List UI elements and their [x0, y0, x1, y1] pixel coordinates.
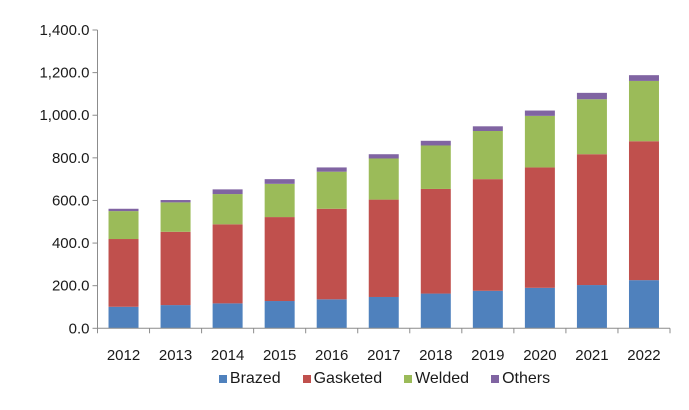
- x-tick-label: 2014: [211, 347, 244, 364]
- bar-gasketed-2013: [160, 231, 191, 306]
- bar-welded-2014: [212, 194, 243, 225]
- legend-swatch-others: [491, 375, 500, 383]
- bar-gasketed-2022: [628, 141, 659, 281]
- x-tick-label: 2015: [263, 347, 296, 364]
- legend-label-brazed: Brazed: [229, 370, 281, 387]
- legend-item-brazed: Brazed: [218, 370, 281, 388]
- legend-label-welded: Welded: [415, 370, 470, 387]
- bar-brazed-2019: [472, 290, 503, 329]
- bar-gasketed-2020: [524, 167, 555, 288]
- bar-others-2019: [472, 126, 503, 131]
- y-tick-label: 800.0: [52, 150, 90, 167]
- bar-gasketed-2019: [472, 179, 503, 291]
- legend-label-others: Others: [502, 370, 551, 387]
- y-tick-label: 200.0: [52, 278, 90, 295]
- bar-welded-2020: [524, 115, 555, 168]
- legend-item-gasketed: Gasketed: [302, 370, 383, 388]
- legend-swatch-welded: [404, 375, 413, 383]
- x-tick-label: 2013: [159, 347, 192, 364]
- bar-brazed-2015: [264, 301, 295, 329]
- bar-others-2017: [368, 154, 399, 159]
- y-tick-label: 0.0: [69, 320, 90, 337]
- bar-others-2021: [576, 92, 607, 100]
- bar-welded-2018: [420, 145, 451, 189]
- bar-welded-2016: [316, 171, 347, 209]
- bar-others-2020: [524, 110, 555, 116]
- bar-gasketed-2014: [212, 224, 243, 304]
- x-tick-label: 2020: [523, 347, 556, 364]
- legend-swatch-brazed: [218, 375, 227, 383]
- bar-welded-2022: [628, 80, 659, 142]
- bar-brazed-2014: [212, 303, 243, 329]
- bar-gasketed-2017: [368, 199, 399, 297]
- bar-others-2012: [108, 208, 139, 212]
- y-tick-label: 1,200.0: [39, 65, 89, 82]
- legend-item-others: Others: [491, 370, 550, 388]
- bar-brazed-2022: [628, 280, 659, 329]
- x-tick-label: 2016: [315, 347, 348, 364]
- legend-label-gasketed: Gasketed: [313, 370, 383, 387]
- bar-gasketed-2018: [420, 188, 451, 294]
- bar-others-2016: [316, 167, 347, 172]
- bar-brazed-2017: [368, 296, 399, 329]
- bar-gasketed-2016: [316, 208, 347, 300]
- y-tick-label: 1,000.0: [39, 107, 89, 124]
- bar-welded-2017: [368, 158, 399, 200]
- bar-brazed-2018: [420, 293, 451, 329]
- bar-welded-2015: [264, 183, 295, 218]
- y-tick-label: 400.0: [52, 235, 90, 252]
- x-tick-label: 2012: [107, 347, 140, 364]
- x-tick-label: 2017: [367, 347, 400, 364]
- x-tick-label: 2022: [627, 347, 660, 364]
- bar-others-2013: [160, 200, 191, 203]
- x-tick-label: 2018: [419, 347, 452, 364]
- bar-gasketed-2015: [264, 217, 295, 302]
- bar-others-2015: [264, 179, 295, 184]
- legend: Brazed Gasketed Welded Others: [0, 370, 689, 388]
- y-tick-label: 1,400.0: [39, 22, 89, 39]
- bar-brazed-2012: [108, 306, 139, 329]
- bar-others-2014: [212, 189, 243, 195]
- bar-gasketed-2012: [108, 239, 139, 307]
- bar-gasketed-2021: [576, 154, 607, 286]
- x-tick-label: 2019: [471, 347, 504, 364]
- legend-swatch-gasketed: [302, 375, 311, 383]
- bar-brazed-2013: [160, 305, 191, 329]
- bar-brazed-2020: [524, 287, 555, 329]
- y-tick-label: 600.0: [52, 192, 90, 209]
- bar-others-2018: [420, 140, 451, 146]
- legend-item-welded: Welded: [404, 370, 469, 388]
- stacked-bar-chart: 2012 2013 2014 2015 2016 2017 2018 2019 2020 2021…: [39, 22, 671, 364]
- bar-others-2022: [628, 75, 659, 81]
- bar-welded-2013: [160, 202, 191, 232]
- bar-brazed-2021: [576, 285, 607, 329]
- bar-welded-2012: [108, 211, 139, 240]
- bar-brazed-2016: [316, 299, 347, 329]
- bar-welded-2019: [472, 130, 503, 180]
- bar-welded-2021: [576, 99, 607, 155]
- x-tick-label: 2021: [575, 347, 608, 364]
